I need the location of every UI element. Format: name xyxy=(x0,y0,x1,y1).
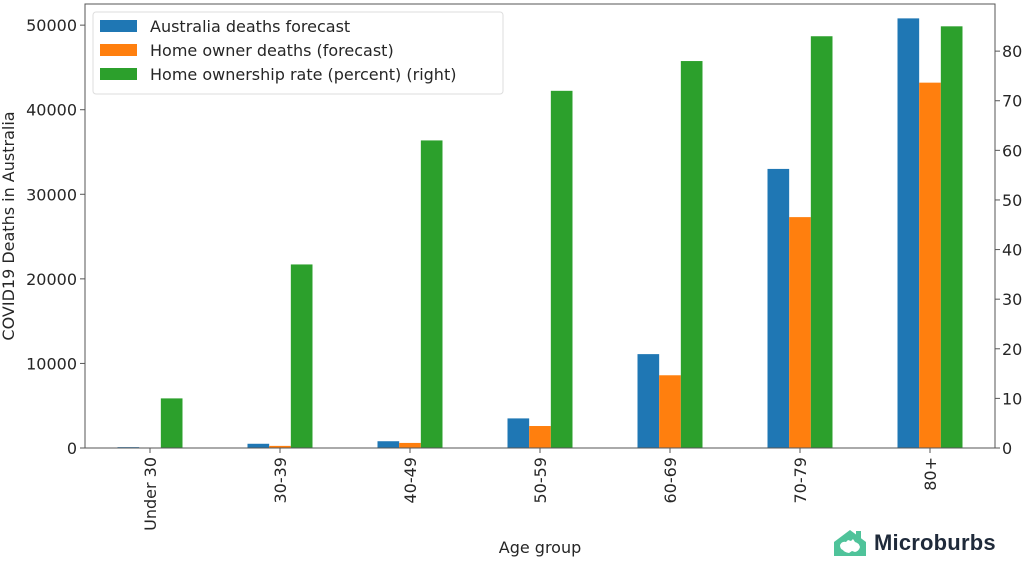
house-australia-icon xyxy=(834,530,866,556)
x-tick-label: 60-69 xyxy=(661,457,680,504)
bar-home-ownership-rate-percent-right-under-30 xyxy=(160,398,183,448)
legend-label: Home ownership rate (percent) (right) xyxy=(150,65,456,84)
y-axis-title: COVID19 Deaths in Australia xyxy=(0,111,18,340)
bar-australia-deaths-forecast-70-79 xyxy=(767,168,790,448)
y-tick-label: 50000 xyxy=(26,16,77,35)
y2-tick-label: 60 xyxy=(1002,141,1022,160)
y2-tick-label: 30 xyxy=(1002,290,1022,309)
y-tick-label: 20000 xyxy=(26,270,77,289)
legend: Australia deaths forecast Home owner deat… xyxy=(92,11,504,95)
y-axis-right: 0 10 20 30 40 50 60 70 80 xyxy=(995,42,1022,458)
y2-tick-label: 40 xyxy=(1002,241,1022,260)
legend-swatch xyxy=(100,68,137,80)
bar-australia-deaths-forecast-40-49 xyxy=(377,441,400,448)
y2-tick-label: 10 xyxy=(1002,389,1022,408)
x-tick-label: 80+ xyxy=(921,457,940,491)
legend-swatch xyxy=(100,44,137,56)
y-tick-label: 10000 xyxy=(26,354,77,373)
x-tick-label: 50-59 xyxy=(531,457,550,504)
bar-home-ownership-rate-percent-right-60-69 xyxy=(680,61,703,448)
bars-group xyxy=(117,18,963,449)
bar-home-ownership-rate-percent-right-80- xyxy=(940,26,963,448)
bar-home-owner-deaths-forecast-60-69 xyxy=(659,375,681,448)
y2-tick-label: 80 xyxy=(1002,42,1022,61)
y2-tick-label: 70 xyxy=(1002,92,1022,111)
bar-home-owner-deaths-forecast-80- xyxy=(919,82,941,448)
bar-home-ownership-rate-percent-right-30-39 xyxy=(290,264,313,448)
brand-logo: Microburbs xyxy=(832,528,996,558)
x-tick-label: 30-39 xyxy=(271,457,290,504)
legend-swatch xyxy=(100,20,137,32)
x-tick-label: 40-49 xyxy=(401,457,420,504)
x-axis-title: Age group xyxy=(499,538,582,557)
bar-home-owner-deaths-forecast-70-79 xyxy=(789,217,811,448)
legend-label: Australia deaths forecast xyxy=(150,17,350,36)
y-axis-left: 0 10000 20000 30000 40000 50000 xyxy=(26,16,85,458)
bar-home-ownership-rate-percent-right-50-59 xyxy=(550,90,573,448)
bar-australia-deaths-forecast-50-59 xyxy=(507,418,530,448)
x-tick-label: Under 30 xyxy=(141,457,160,531)
y2-tick-label: 50 xyxy=(1002,191,1022,210)
x-axis: Under 30 30-39 40-49 50-59 60-69 70-79 80+ xyxy=(141,448,940,531)
bar-australia-deaths-forecast-30-39 xyxy=(247,443,270,448)
bar-australia-deaths-forecast-60-69 xyxy=(637,354,660,448)
bar-home-ownership-rate-percent-right-70-79 xyxy=(810,36,833,448)
y2-tick-label: 20 xyxy=(1002,340,1022,359)
bar-home-owner-deaths-forecast-30-39 xyxy=(269,445,291,448)
bar-australia-deaths-forecast-80- xyxy=(897,18,920,449)
x-tick-label: 70-79 xyxy=(791,457,810,504)
y-tick-label: 0 xyxy=(67,439,77,458)
y2-tick-label: 0 xyxy=(1002,439,1012,458)
bar-home-owner-deaths-forecast-50-59 xyxy=(529,426,551,448)
y-tick-label: 40000 xyxy=(26,101,77,120)
legend-label: Home owner deaths (forecast) xyxy=(150,41,394,60)
bar-home-ownership-rate-percent-right-40-49 xyxy=(420,140,443,449)
bar-home-owner-deaths-forecast-40-49 xyxy=(399,442,421,448)
brand-name: Microburbs xyxy=(874,530,996,555)
legend-frame xyxy=(92,11,504,95)
y-tick-label: 30000 xyxy=(26,185,77,204)
